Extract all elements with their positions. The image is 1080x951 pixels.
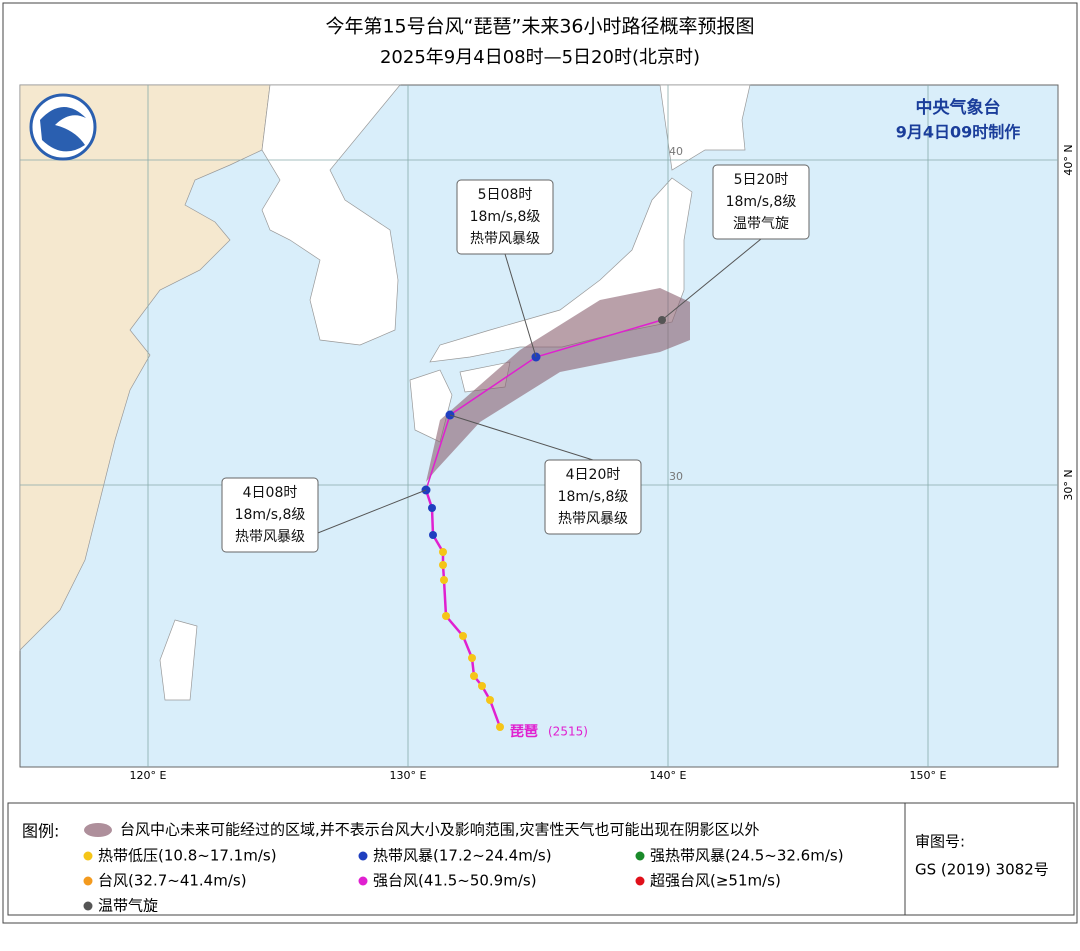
callout-level: 热带风暴级 bbox=[470, 231, 540, 247]
lat-label: 40° N bbox=[1062, 144, 1075, 175]
logo bbox=[29, 93, 97, 161]
legend-swatch bbox=[83, 851, 93, 861]
callout-box bbox=[456, 179, 554, 255]
storm-code: (2515) bbox=[548, 725, 588, 739]
lat-inner-label: 40 bbox=[669, 145, 683, 158]
agency-made: 9月4日09时制作 bbox=[896, 123, 1021, 142]
lat-label: 30° N bbox=[1062, 469, 1075, 500]
legend-label: 台风(32.7~41.4m/s) bbox=[98, 872, 247, 890]
callout-time: 4日08时 bbox=[243, 485, 298, 501]
callout-box bbox=[712, 164, 810, 240]
legend-label: 超强台风(≥51m/s) bbox=[650, 872, 781, 890]
legend-swatch bbox=[358, 851, 368, 861]
agency-name: 中央气象台 bbox=[916, 97, 1001, 118]
storm-name: 琵琶 bbox=[510, 724, 538, 740]
callout-time: 4日20时 bbox=[566, 467, 621, 483]
korea bbox=[261, 84, 401, 346]
callout-pointer bbox=[449, 414, 594, 461]
legend-label: 热带风暴(17.2~24.4m/s) bbox=[373, 847, 552, 865]
map: 40 30 琵琶 (2515) 中央气象台 9月4日09时制作 4日08时 18m/… bbox=[19, 84, 1059, 768]
lon-label: 130° E bbox=[390, 769, 427, 782]
legend-swatch bbox=[358, 876, 368, 886]
callout-wind: 18m/s,8级 bbox=[726, 194, 797, 210]
title: 今年第15号台风“琵琶”未来36小时路径概率预报图 bbox=[325, 16, 754, 38]
legend-swatch bbox=[83, 876, 93, 886]
approval-number: GS (2019) 3082号 bbox=[915, 861, 1049, 879]
callout-time: 5日20时 bbox=[734, 172, 789, 188]
lon-label: 120° E bbox=[130, 769, 167, 782]
cone-text: 台风中心未来可能经过的区域,并不表示台风大小及影响范围,灾害性天气也可能出现在阴… bbox=[120, 821, 760, 839]
callout-box bbox=[221, 477, 319, 553]
probability-cone bbox=[426, 288, 690, 482]
legend: 图例: 台风中心未来可能经过的区域,并不表示台风大小及影响范围,灾害性天气也可能… bbox=[7, 802, 1075, 916]
legend-swatch bbox=[83, 901, 93, 911]
callout-level: 热带风暴级 bbox=[558, 511, 628, 527]
cone-swatch bbox=[84, 823, 112, 837]
taiwan bbox=[159, 619, 198, 701]
subtitle: 2025年9月4日08时—5日20时(北京时) bbox=[380, 47, 700, 68]
lat-inner-label: 30 bbox=[669, 470, 683, 483]
lon-label: 150° E bbox=[910, 769, 947, 782]
legend-title: 图例: bbox=[22, 822, 59, 841]
legend-label: 热带低压(10.8~17.1m/s) bbox=[98, 847, 277, 865]
callout-box bbox=[544, 459, 642, 535]
legend-label: 强热带风暴(24.5~32.6m/s) bbox=[650, 847, 844, 865]
china bbox=[19, 84, 271, 651]
callout-pointer bbox=[504, 253, 537, 358]
callout-level: 热带风暴级 bbox=[235, 529, 305, 545]
callout-wind: 18m/s,8级 bbox=[235, 507, 306, 523]
hokkaido bbox=[659, 84, 751, 171]
legend-swatch bbox=[635, 876, 645, 886]
approval-label: 审图号: bbox=[915, 833, 965, 851]
legend-swatch bbox=[635, 851, 645, 861]
legend-label: 温带气旋 bbox=[98, 897, 158, 915]
callout-time: 5日08时 bbox=[478, 187, 533, 203]
callout-wind: 18m/s,8级 bbox=[470, 209, 541, 225]
callout-level: 温带气旋 bbox=[733, 216, 789, 232]
lon-label: 140° E bbox=[650, 769, 687, 782]
legend-label: 强台风(41.5~50.9m/s) bbox=[373, 872, 537, 890]
past-points bbox=[439, 548, 504, 731]
callout-wind: 18m/s,8级 bbox=[558, 489, 629, 505]
forecast-track bbox=[425, 319, 663, 491]
callout-pointer bbox=[661, 238, 762, 321]
